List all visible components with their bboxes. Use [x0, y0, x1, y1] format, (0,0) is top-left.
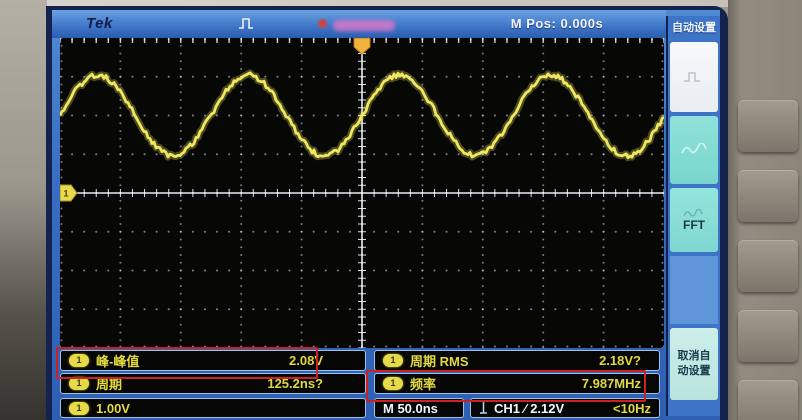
measurement-row-period: 1 周期 125.2ns?	[60, 373, 366, 394]
acquisition-mode-icon	[238, 17, 254, 35]
measurement-label: 周期	[96, 377, 123, 392]
front-panel	[728, 0, 802, 420]
measurement-label: 峰-峰值	[96, 354, 140, 369]
fft-label: FFT	[683, 217, 705, 232]
ch1-scale-value: 1.00V	[96, 400, 130, 416]
menu-button-multi-cycle[interactable]	[670, 116, 718, 184]
softkey-menu: 自动设置 FFT	[666, 16, 720, 416]
menu-button-undo-autoset[interactable]: 取消自动设置	[670, 328, 718, 400]
softkey-hardware-button-2[interactable]	[738, 170, 798, 222]
measurement-row-pkpk: 1 峰-峰值 2.08V	[60, 350, 366, 371]
channel-badge: 1	[69, 377, 89, 390]
sine-wave-icon	[681, 143, 707, 154]
waveform-display: 1	[56, 36, 667, 350]
ch1-scale-readout: 1 1.00V	[60, 398, 366, 418]
fft-wave-icon	[683, 208, 703, 217]
menu-title: 自动设置	[672, 22, 716, 34]
trigger-status-blur	[333, 20, 395, 31]
softkey-hardware-button-3[interactable]	[738, 240, 798, 292]
measurement-label: 频率	[410, 377, 437, 392]
scope-lcd: Tek M Pos: 0.000s 1 自动设置	[52, 10, 720, 420]
channel-badge: 1	[383, 377, 403, 390]
trigger-source-icon	[479, 399, 488, 417]
trigger-edge-icon: ∕	[524, 400, 527, 416]
desk-background-left	[0, 0, 47, 420]
trigger-readout: CH1 ∕ 2.12V <10Hz	[470, 398, 660, 418]
trigger-level: 2.12V	[530, 400, 565, 416]
measurement-value: 2.18V?	[599, 353, 641, 368]
record-indicator-icon	[318, 19, 327, 28]
softkey-hardware-button-5[interactable]	[738, 380, 798, 420]
measurement-label: 周期 RMS	[410, 354, 469, 369]
ch1-position-marker: 1	[59, 184, 78, 202]
channel-badge: 1	[383, 354, 403, 367]
softkey-hardware-button-4[interactable]	[738, 310, 798, 362]
menu-button-single-cycle[interactable]	[670, 42, 718, 112]
trigger-frequency: <10Hz	[613, 400, 651, 416]
trigger-source: CH1	[494, 400, 521, 416]
trigger-position-marker	[353, 37, 371, 55]
tek-logo: Tek	[86, 15, 113, 32]
scope-screen-bezel: Tek M Pos: 0.000s 1 自动设置	[46, 6, 728, 420]
m-position-readout: M Pos: 0.000s	[510, 16, 604, 31]
softkey-hardware-button-1[interactable]	[738, 100, 798, 152]
measurement-value: 125.2ns?	[267, 376, 323, 391]
timebase-value: M 50.0ns	[383, 400, 438, 416]
waveform-svg: 1	[56, 36, 667, 350]
svg-text:1: 1	[64, 189, 69, 199]
undo-autoset-label: 取消自动设置	[677, 350, 711, 377]
menu-button-blank[interactable]	[670, 256, 718, 324]
measurement-row-frequency: 1 频率 7.987MHz	[374, 373, 660, 394]
measurement-value: 2.08V	[289, 353, 323, 368]
measurement-value: 7.987MHz	[581, 376, 641, 391]
desk-background-top	[0, 0, 802, 7]
square-wave-icon	[684, 72, 700, 82]
status-top-bar: Tek M Pos: 0.000s	[52, 10, 666, 38]
channel-badge: 1	[69, 401, 89, 415]
menu-button-fft[interactable]: FFT	[670, 188, 718, 252]
measurement-row-cycle-rms: 1 周期 RMS 2.18V?	[374, 350, 660, 371]
channel-badge: 1	[69, 354, 89, 367]
timebase-readout: M 50.0ns	[374, 398, 464, 418]
